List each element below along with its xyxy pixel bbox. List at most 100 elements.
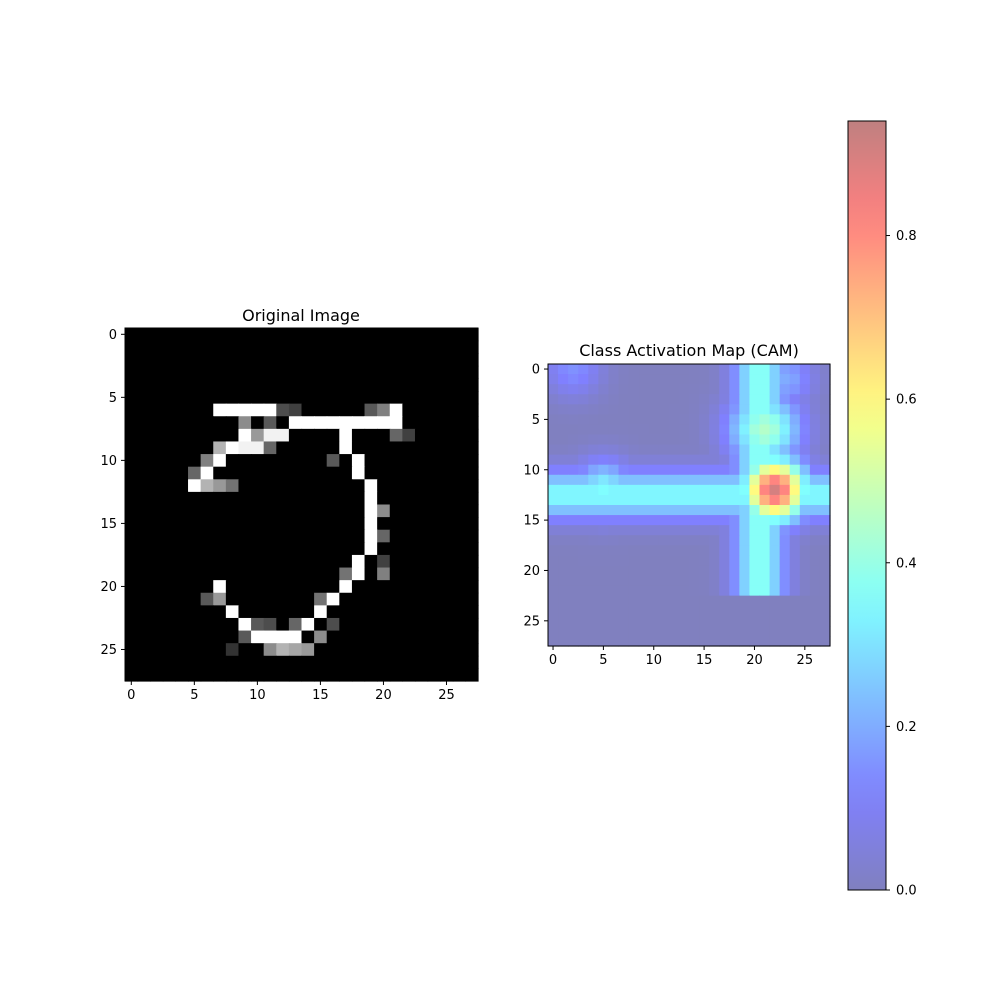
pixel-cell: [351, 504, 366, 518]
cam-cell: [789, 364, 801, 375]
cam-cell: [789, 494, 801, 506]
cam-cell: [578, 535, 589, 546]
pixel-cell: [137, 491, 151, 506]
pixel-cell: [225, 428, 240, 443]
cam-cell: [809, 364, 821, 375]
cam-cell: [598, 454, 610, 466]
cam-cell: [699, 434, 710, 446]
pixel-cell: [402, 491, 416, 506]
pixel-cell: [162, 441, 177, 455]
cam-cell: [638, 444, 650, 456]
pixel-cell: [150, 630, 164, 644]
cam-cell: [628, 525, 640, 536]
cam-cell: [598, 394, 610, 405]
cam-cell: [779, 474, 791, 486]
pixel-cell: [162, 592, 177, 606]
cam-cell: [739, 414, 751, 426]
pixel-cell: [238, 630, 252, 644]
cam-cell: [638, 635, 650, 647]
cam-cell: [709, 585, 720, 597]
cam-cell: [638, 474, 650, 486]
cam-cell: [638, 505, 650, 516]
cam-cell: [618, 374, 630, 385]
cam-cell: [789, 545, 801, 556]
pixel-cell: [225, 491, 240, 506]
pixel-cell: [263, 378, 277, 392]
cam-cell: [709, 374, 720, 385]
pixel-cell: [414, 365, 429, 380]
cam-cell: [749, 424, 761, 436]
pixel-cell: [225, 517, 240, 531]
pixel-cell: [402, 441, 416, 455]
pixel-cell: [188, 668, 202, 682]
cam-cell: [749, 635, 761, 647]
pixel-cell: [301, 617, 315, 632]
cam-cell: [789, 585, 801, 597]
cam-cell: [668, 615, 680, 627]
cam-cell: [668, 384, 680, 395]
pixel-cell: [364, 567, 378, 581]
pixel-cell: [364, 655, 378, 669]
cam-cell: [709, 555, 720, 567]
cam-cell: [809, 615, 821, 627]
pixel-cell: [452, 668, 466, 682]
cam-y-tick-label: 0: [532, 363, 540, 378]
pixel-cell: [125, 517, 139, 531]
cam-cell: [759, 565, 771, 577]
pixel-cell: [263, 655, 277, 669]
cam-cell: [548, 374, 559, 385]
cam-cell: [699, 515, 710, 526]
cam-x-tick-label: 5: [599, 653, 607, 668]
cam-cell: [668, 374, 680, 385]
cam-cell: [739, 424, 751, 436]
pixel-cell: [389, 617, 403, 632]
pixel-cell: [301, 441, 315, 455]
pixel-cell: [200, 353, 214, 367]
pixel-cell: [137, 554, 151, 569]
pixel-cell: [452, 643, 466, 657]
colorbar-tick-label: 0.6: [896, 393, 917, 408]
colorbar-ticks: 0.00.20.40.60.8: [886, 229, 917, 899]
cam-cell: [638, 545, 650, 556]
cam-cell: [729, 625, 740, 637]
colorbar-tick-label: 0.8: [896, 229, 917, 244]
pixel-cell: [276, 504, 290, 518]
cam-cell: [658, 374, 670, 385]
cam-cell: [779, 635, 791, 647]
pixel-cell: [427, 428, 441, 443]
cam-cell: [658, 515, 670, 526]
cam-cell: [719, 384, 730, 395]
colorbar-frame: [847, 120, 887, 891]
cam-cell: [739, 474, 751, 486]
cam-cell: [699, 454, 710, 466]
cam-cell: [719, 474, 730, 486]
pixel-cell: [440, 592, 454, 606]
cam-cell: [769, 595, 781, 607]
pixel-cell: [301, 668, 315, 682]
pixel-cell: [162, 378, 177, 392]
pixel-cell: [351, 479, 366, 493]
pixel-cell: [452, 328, 466, 342]
cam-cell: [769, 515, 781, 526]
colorbar-tick-label: 0.4: [896, 556, 917, 571]
pixel-cell: [276, 340, 290, 354]
pixel-cell: [314, 567, 328, 581]
pixel-cell: [175, 643, 189, 657]
pixel-cell: [150, 529, 164, 543]
cam-cell: [809, 555, 821, 567]
pixel-cell: [251, 655, 265, 669]
pixel-cell: [351, 630, 366, 644]
pixel-cell: [427, 668, 441, 682]
pixel-cell: [238, 340, 252, 354]
cam-cell: [769, 535, 781, 546]
cam-cell: [719, 414, 730, 426]
pixel-cell: [314, 479, 328, 493]
cam-cell: [588, 464, 599, 476]
pixel-cell: [175, 605, 189, 619]
cam-cell: [658, 565, 670, 577]
pixel-cell: [427, 567, 441, 581]
cam-cell: [618, 404, 630, 415]
cam-cell: [648, 404, 660, 415]
cam-cell: [779, 434, 791, 446]
pixel-cell: [213, 328, 227, 342]
